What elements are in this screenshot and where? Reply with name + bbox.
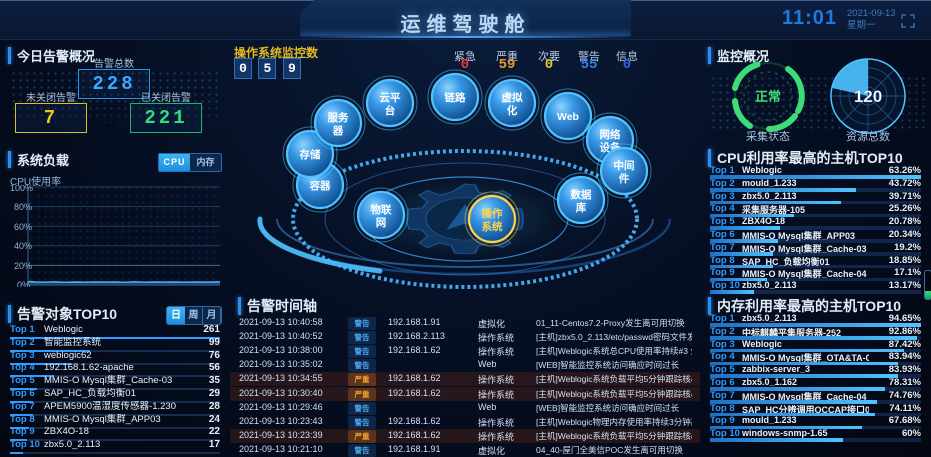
svg-text:物联: 物联 — [371, 203, 392, 216]
svg-text:服务: 服务 — [328, 111, 349, 124]
svg-text:存储: 存储 — [300, 148, 321, 161]
svg-text:40%: 40% — [14, 241, 32, 251]
svg-text:系统: 系统 — [482, 220, 503, 233]
svg-text:20%: 20% — [14, 261, 32, 271]
svg-text:件: 件 — [619, 172, 630, 185]
svg-text:操作: 操作 — [482, 207, 503, 220]
svg-text:60%: 60% — [14, 222, 32, 232]
svg-text:100%: 100% — [10, 185, 33, 193]
svg-text:网络: 网络 — [600, 128, 621, 141]
svg-text:正常: 正常 — [755, 89, 781, 104]
svg-text:链路: 链路 — [444, 91, 466, 104]
svg-text:虚拟: 虚拟 — [502, 91, 523, 104]
svg-text:器: 器 — [332, 125, 344, 137]
svg-text:化: 化 — [507, 104, 518, 117]
svg-text:云平: 云平 — [380, 92, 401, 104]
svg-text:Web: Web — [557, 111, 579, 123]
svg-text:数据: 数据 — [570, 188, 592, 201]
svg-text:网: 网 — [376, 217, 387, 229]
svg-text:120: 120 — [854, 87, 882, 106]
svg-text:80%: 80% — [14, 202, 32, 212]
svg-text:中间: 中间 — [614, 159, 635, 172]
svg-text:库: 库 — [576, 201, 587, 214]
svg-text:台: 台 — [385, 104, 396, 117]
